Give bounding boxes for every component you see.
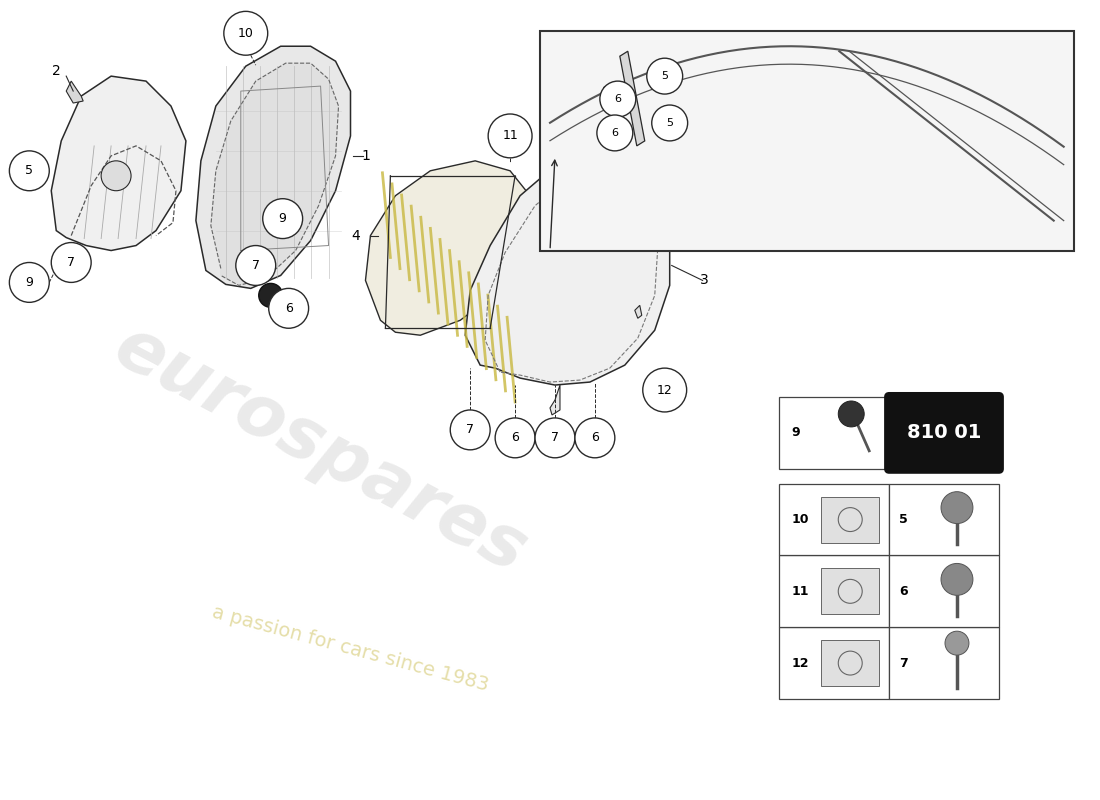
Circle shape <box>575 418 615 458</box>
Text: 7: 7 <box>67 256 75 269</box>
FancyBboxPatch shape <box>889 627 999 699</box>
Polygon shape <box>211 63 339 286</box>
Circle shape <box>450 410 491 450</box>
FancyBboxPatch shape <box>889 555 999 627</box>
Text: 7: 7 <box>551 431 559 444</box>
Text: 6: 6 <box>591 431 598 444</box>
Text: a passion for cars since 1983: a passion for cars since 1983 <box>210 603 491 695</box>
Text: 12: 12 <box>657 383 672 397</box>
Text: eurospares: eurospares <box>102 312 538 587</box>
Polygon shape <box>52 76 186 250</box>
FancyBboxPatch shape <box>886 393 1003 473</box>
Text: 8: 8 <box>601 85 609 98</box>
Polygon shape <box>635 306 641 318</box>
Circle shape <box>235 246 276 286</box>
Circle shape <box>535 418 575 458</box>
Text: 9: 9 <box>25 276 33 289</box>
Text: 11: 11 <box>503 130 518 142</box>
FancyBboxPatch shape <box>780 627 889 699</box>
Circle shape <box>651 105 688 141</box>
FancyBboxPatch shape <box>889 484 999 555</box>
Polygon shape <box>365 161 530 335</box>
Polygon shape <box>465 156 670 385</box>
Text: 6: 6 <box>899 585 907 598</box>
Polygon shape <box>66 81 84 103</box>
Text: 9: 9 <box>791 426 800 439</box>
Text: 3: 3 <box>701 274 710 287</box>
FancyBboxPatch shape <box>822 640 879 686</box>
Polygon shape <box>550 385 560 415</box>
Circle shape <box>647 58 683 94</box>
Text: 7: 7 <box>252 259 260 272</box>
Text: 12: 12 <box>791 657 808 670</box>
Text: 1: 1 <box>361 149 370 163</box>
Text: 6: 6 <box>512 431 519 444</box>
Polygon shape <box>196 46 351 288</box>
Circle shape <box>10 262 49 302</box>
Circle shape <box>52 242 91 282</box>
Text: 7: 7 <box>466 423 474 436</box>
Text: 6: 6 <box>614 94 622 104</box>
Circle shape <box>101 161 131 190</box>
Text: 5: 5 <box>25 164 33 178</box>
Text: 6: 6 <box>285 302 293 315</box>
Circle shape <box>268 288 309 328</box>
Text: 5: 5 <box>667 118 673 128</box>
Text: 10: 10 <box>238 26 254 40</box>
Polygon shape <box>619 51 645 146</box>
Circle shape <box>488 114 532 158</box>
Text: 7: 7 <box>899 657 907 670</box>
Text: 5: 5 <box>661 71 668 81</box>
FancyBboxPatch shape <box>822 497 879 542</box>
Text: 2: 2 <box>52 64 60 78</box>
Circle shape <box>945 631 969 655</box>
Circle shape <box>838 401 865 427</box>
Circle shape <box>10 151 49 190</box>
Circle shape <box>495 418 535 458</box>
Text: 9: 9 <box>278 212 287 225</box>
Text: 10: 10 <box>791 513 808 526</box>
Text: 810 01: 810 01 <box>906 423 981 442</box>
Text: 5: 5 <box>899 513 907 526</box>
Circle shape <box>940 492 972 523</box>
Text: 4: 4 <box>351 229 360 242</box>
Text: 11: 11 <box>791 585 808 598</box>
Circle shape <box>600 81 636 117</box>
FancyBboxPatch shape <box>780 555 889 627</box>
FancyBboxPatch shape <box>822 569 879 614</box>
Circle shape <box>258 283 283 307</box>
Circle shape <box>940 563 972 595</box>
FancyBboxPatch shape <box>780 397 889 469</box>
Circle shape <box>263 198 302 238</box>
FancyBboxPatch shape <box>540 31 1074 250</box>
Circle shape <box>642 368 686 412</box>
Text: 6: 6 <box>612 128 618 138</box>
Circle shape <box>597 115 632 151</box>
Circle shape <box>223 11 267 55</box>
FancyBboxPatch shape <box>780 484 889 555</box>
